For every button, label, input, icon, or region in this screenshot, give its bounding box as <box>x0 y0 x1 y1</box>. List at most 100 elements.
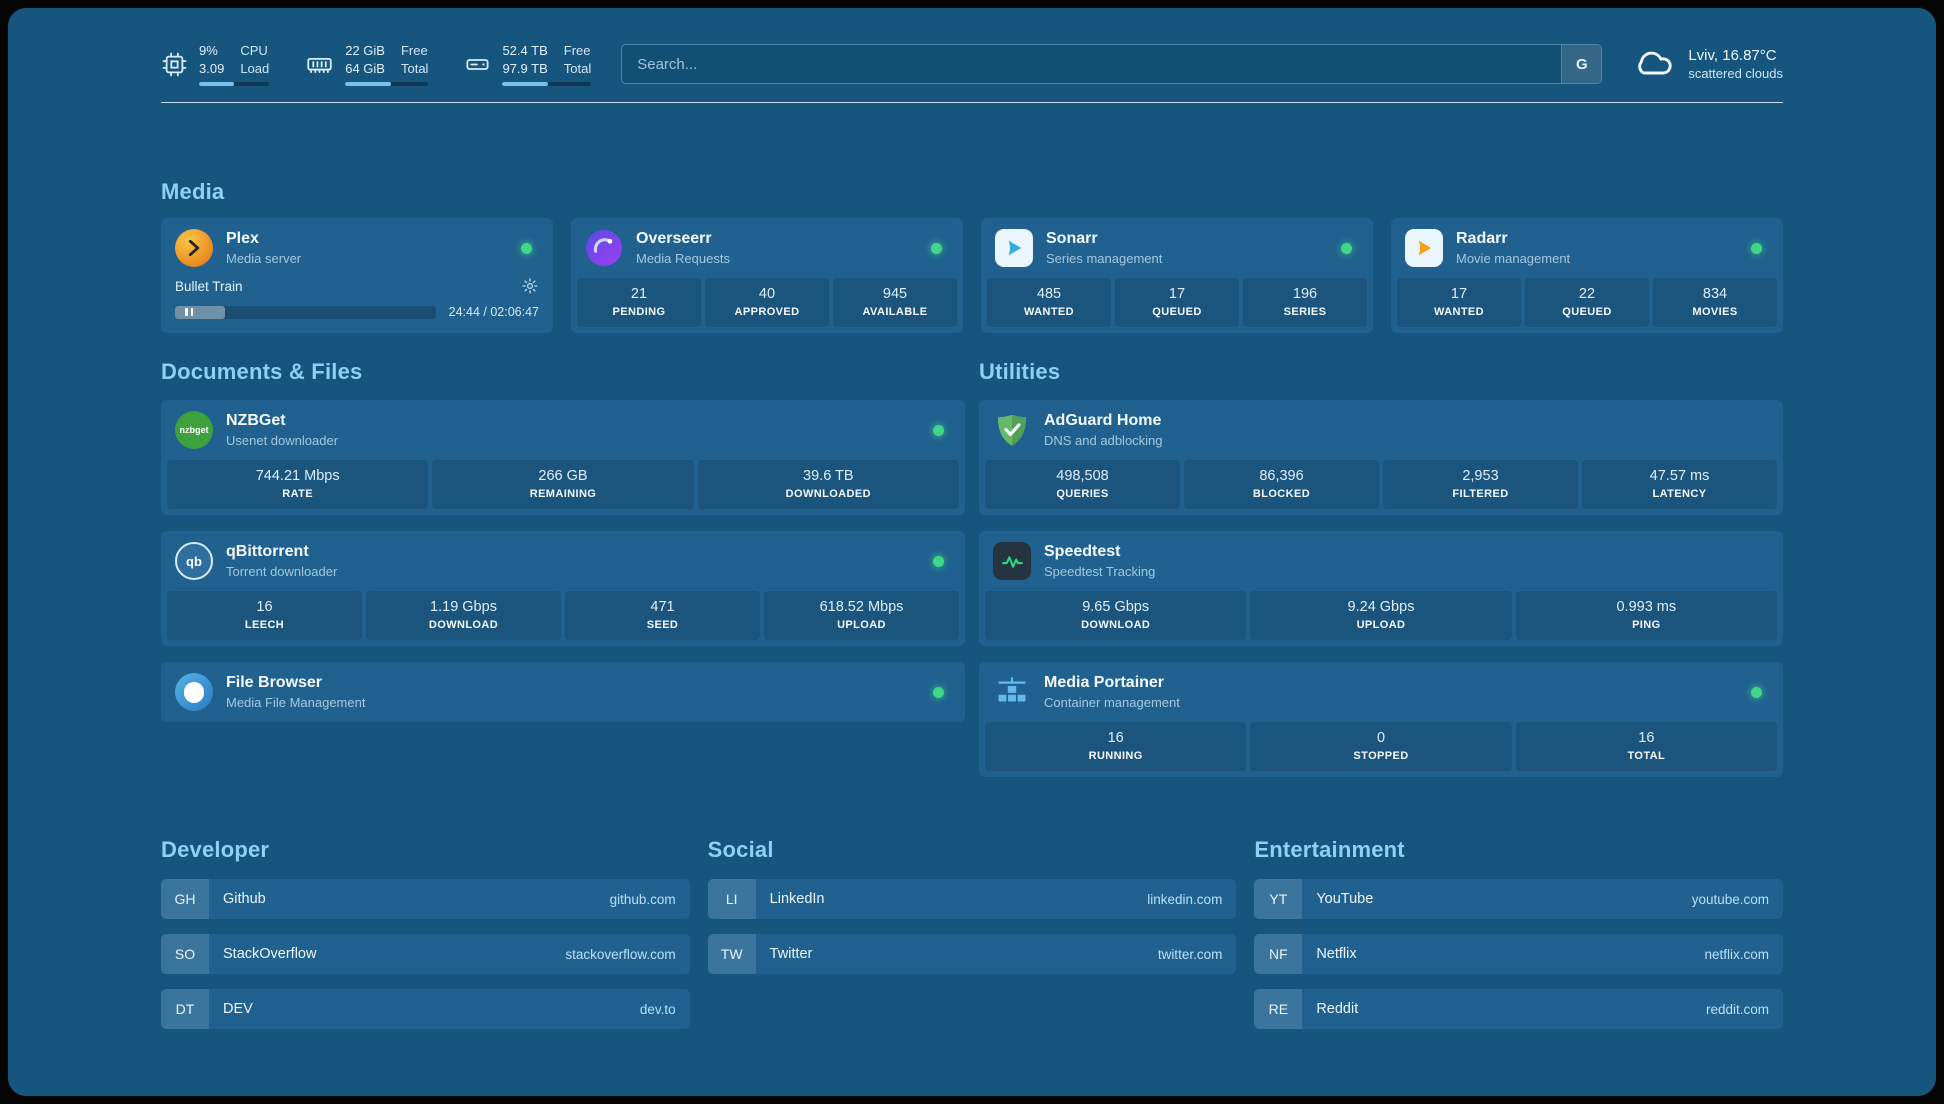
bookmark-github[interactable]: GH Github github.com <box>161 879 690 920</box>
stat-label: STOPPED <box>1353 750 1409 763</box>
disk-widget: 52.4 TB 97.9 TB Free Total <box>464 42 592 87</box>
system-resources: 9% 3.09 CPU Load <box>161 42 592 87</box>
bookmark-linkedin[interactable]: LI LinkedIn linkedin.com <box>707 879 1237 920</box>
stat-label: RUNNING <box>1088 750 1143 763</box>
bookmark-reddit[interactable]: RE Reddit reddit.com <box>1254 989 1783 1030</box>
stat-box: 485 WANTED <box>987 278 1111 328</box>
stat-label: AVAILABLE <box>862 306 928 319</box>
service-card-portainer[interactable]: Media Portainer Container management 16 … <box>979 662 1783 778</box>
disk-total-value: 97.9 TB <box>502 61 548 77</box>
stat-value: 471 <box>650 599 675 616</box>
bookmark-abbr: NF <box>1254 934 1303 975</box>
bookmark-name: StackOverflow <box>223 946 317 963</box>
service-card-plex[interactable]: Plex Media server Bullet Train <box>161 218 553 334</box>
service-description: Media File Management <box>226 695 366 711</box>
bookmark-stackoverflow[interactable]: SO StackOverflow stackoverflow.com <box>161 934 690 975</box>
service-card-filebrowser[interactable]: File Browser Media File Management <box>161 662 965 723</box>
stat-box: 1.19 Gbps DOWNLOAD <box>366 591 561 641</box>
service-description: Speedtest Tracking <box>1044 564 1156 580</box>
memory-icon <box>305 51 334 78</box>
bookmark-url: youtube.com <box>1691 891 1769 907</box>
stat-box: 47.57 ms LATENCY <box>1582 460 1777 510</box>
service-card-nzbget[interactable]: nzbget NZBGet Usenet downloader 744.21 M… <box>161 400 965 516</box>
bookmark-name: Twitter <box>769 946 813 963</box>
stat-box: 16 RUNNING <box>985 722 1247 772</box>
service-card-overseerr[interactable]: Overseerr Media Requests 21 PENDING 40 A… <box>571 218 963 334</box>
bookmark-twitter[interactable]: TW Twitter twitter.com <box>707 934 1237 975</box>
disk-progress-bar <box>502 82 592 87</box>
bookmark-url: linkedin.com <box>1147 891 1223 907</box>
adguard-icon <box>993 411 1031 449</box>
stat-value: 9.24 Gbps <box>1347 599 1415 616</box>
top-bar: 9% 3.09 CPU Load <box>161 8 1783 87</box>
bookmark-url: dev.to <box>639 1001 676 1017</box>
service-description: DNS and adblocking <box>1044 433 1163 449</box>
stat-value: 22 <box>1578 286 1596 303</box>
service-card-adguard[interactable]: AdGuard Home DNS and adblocking 498,508 … <box>979 400 1783 516</box>
stat-box: 618.52 Mbps UPLOAD <box>764 591 959 641</box>
memory-total-label: Total <box>400 61 429 77</box>
stat-value: 21 <box>630 286 648 303</box>
stat-box: 17 WANTED <box>1397 278 1521 328</box>
section-title-social: Social <box>707 837 774 863</box>
stat-value: 16 <box>1638 730 1655 747</box>
service-card-radarr[interactable]: Radarr Movie management 17 WANTED 22 QUE… <box>1391 218 1783 334</box>
stat-value: 2,953 <box>1462 468 1499 485</box>
section-title-utilities: Utilities <box>979 359 1061 385</box>
stat-box: 196 SERIES <box>1243 278 1367 328</box>
memory-free-value: 22 GiB <box>345 43 385 58</box>
status-dot <box>933 686 944 698</box>
stat-label: FILTERED <box>1452 488 1509 501</box>
bookmark-name: LinkedIn <box>769 891 825 908</box>
weather-condition: scattered clouds <box>1688 66 1783 82</box>
service-card-speedtest[interactable]: Speedtest Speedtest Tracking 9.65 Gbps D… <box>979 531 1783 647</box>
status-dot <box>933 555 944 567</box>
service-card-sonarr[interactable]: Sonarr Series management 485 WANTED 17 Q… <box>981 218 1373 334</box>
service-description: Movie management <box>1456 251 1571 267</box>
weather-widget: Lviv, 16.87°C scattered clouds <box>1632 45 1783 84</box>
stat-label: QUEUED <box>1562 306 1612 319</box>
stat-box: 86,396 BLOCKED <box>1184 460 1379 510</box>
stat-value: 17 <box>1168 286 1186 303</box>
bookmark-netflix[interactable]: NF Netflix netflix.com <box>1254 934 1783 975</box>
bookmark-dev[interactable]: DT DEV dev.to <box>161 989 690 1030</box>
speedtest-icon <box>993 542 1031 581</box>
stat-value: 485 <box>1036 286 1062 303</box>
bookmark-url: github.com <box>609 891 676 907</box>
stat-value: 498,508 <box>1056 468 1109 485</box>
stat-value: 744.21 Mbps <box>255 468 340 485</box>
stat-label: TOTAL <box>1627 750 1666 763</box>
cpu-icon <box>161 51 188 78</box>
stat-value: 266 GB <box>538 468 588 485</box>
service-name: NZBGet <box>226 412 286 430</box>
search-provider-button[interactable]: G <box>1561 45 1602 84</box>
stat-value: 196 <box>1292 286 1318 303</box>
search-bar: G <box>621 44 1603 85</box>
stat-box: 0 STOPPED <box>1250 722 1512 772</box>
cloud-icon <box>1632 45 1676 84</box>
stat-box: 266 GB REMAINING <box>432 460 694 510</box>
cpu-load-value: 3.09 <box>199 61 225 77</box>
playback-progress-bar[interactable] <box>175 305 436 319</box>
bookmark-url: netflix.com <box>1704 946 1769 962</box>
stat-value: 0 <box>1376 730 1386 747</box>
radarr-icon <box>1405 229 1443 268</box>
pause-icon[interactable] <box>185 308 193 317</box>
bookmark-name: Reddit <box>1316 1001 1359 1018</box>
section-title-entertainment: Entertainment <box>1254 837 1405 863</box>
filebrowser-icon <box>175 673 213 712</box>
sonarr-icon <box>995 229 1033 268</box>
cpu-widget: 9% 3.09 CPU Load <box>161 42 270 87</box>
stat-box: 498,508 QUERIES <box>985 460 1180 510</box>
memory-free-label: Free <box>400 43 428 58</box>
gear-icon[interactable] <box>521 277 539 295</box>
bookmark-youtube[interactable]: YT YouTube youtube.com <box>1254 879 1783 920</box>
search-input[interactable] <box>621 44 1603 85</box>
stat-box: 17 QUEUED <box>1115 278 1239 328</box>
service-card-qbittorrent[interactable]: qb qBittorrent Torrent downloader 16 LEE… <box>161 531 965 647</box>
stat-label: RATE <box>282 488 314 501</box>
qbittorrent-icon: qb <box>175 542 213 581</box>
stat-value: 17 <box>1450 286 1468 303</box>
disk-total-label: Total <box>563 61 592 77</box>
bookmark-abbr: DT <box>161 989 209 1030</box>
